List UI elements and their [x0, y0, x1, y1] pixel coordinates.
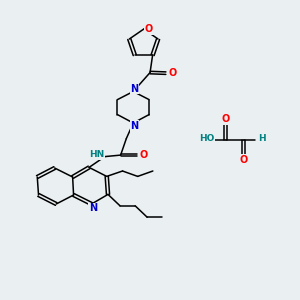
Text: O: O [169, 68, 177, 78]
Text: O: O [222, 114, 230, 124]
Text: HN: HN [89, 150, 104, 159]
Text: N: N [130, 121, 139, 131]
Text: N: N [89, 203, 97, 213]
Text: O: O [140, 150, 148, 160]
Text: N: N [130, 83, 139, 94]
Text: H: H [258, 134, 266, 143]
Text: HO: HO [199, 134, 214, 143]
Text: O: O [145, 24, 153, 34]
Text: O: O [240, 155, 248, 165]
